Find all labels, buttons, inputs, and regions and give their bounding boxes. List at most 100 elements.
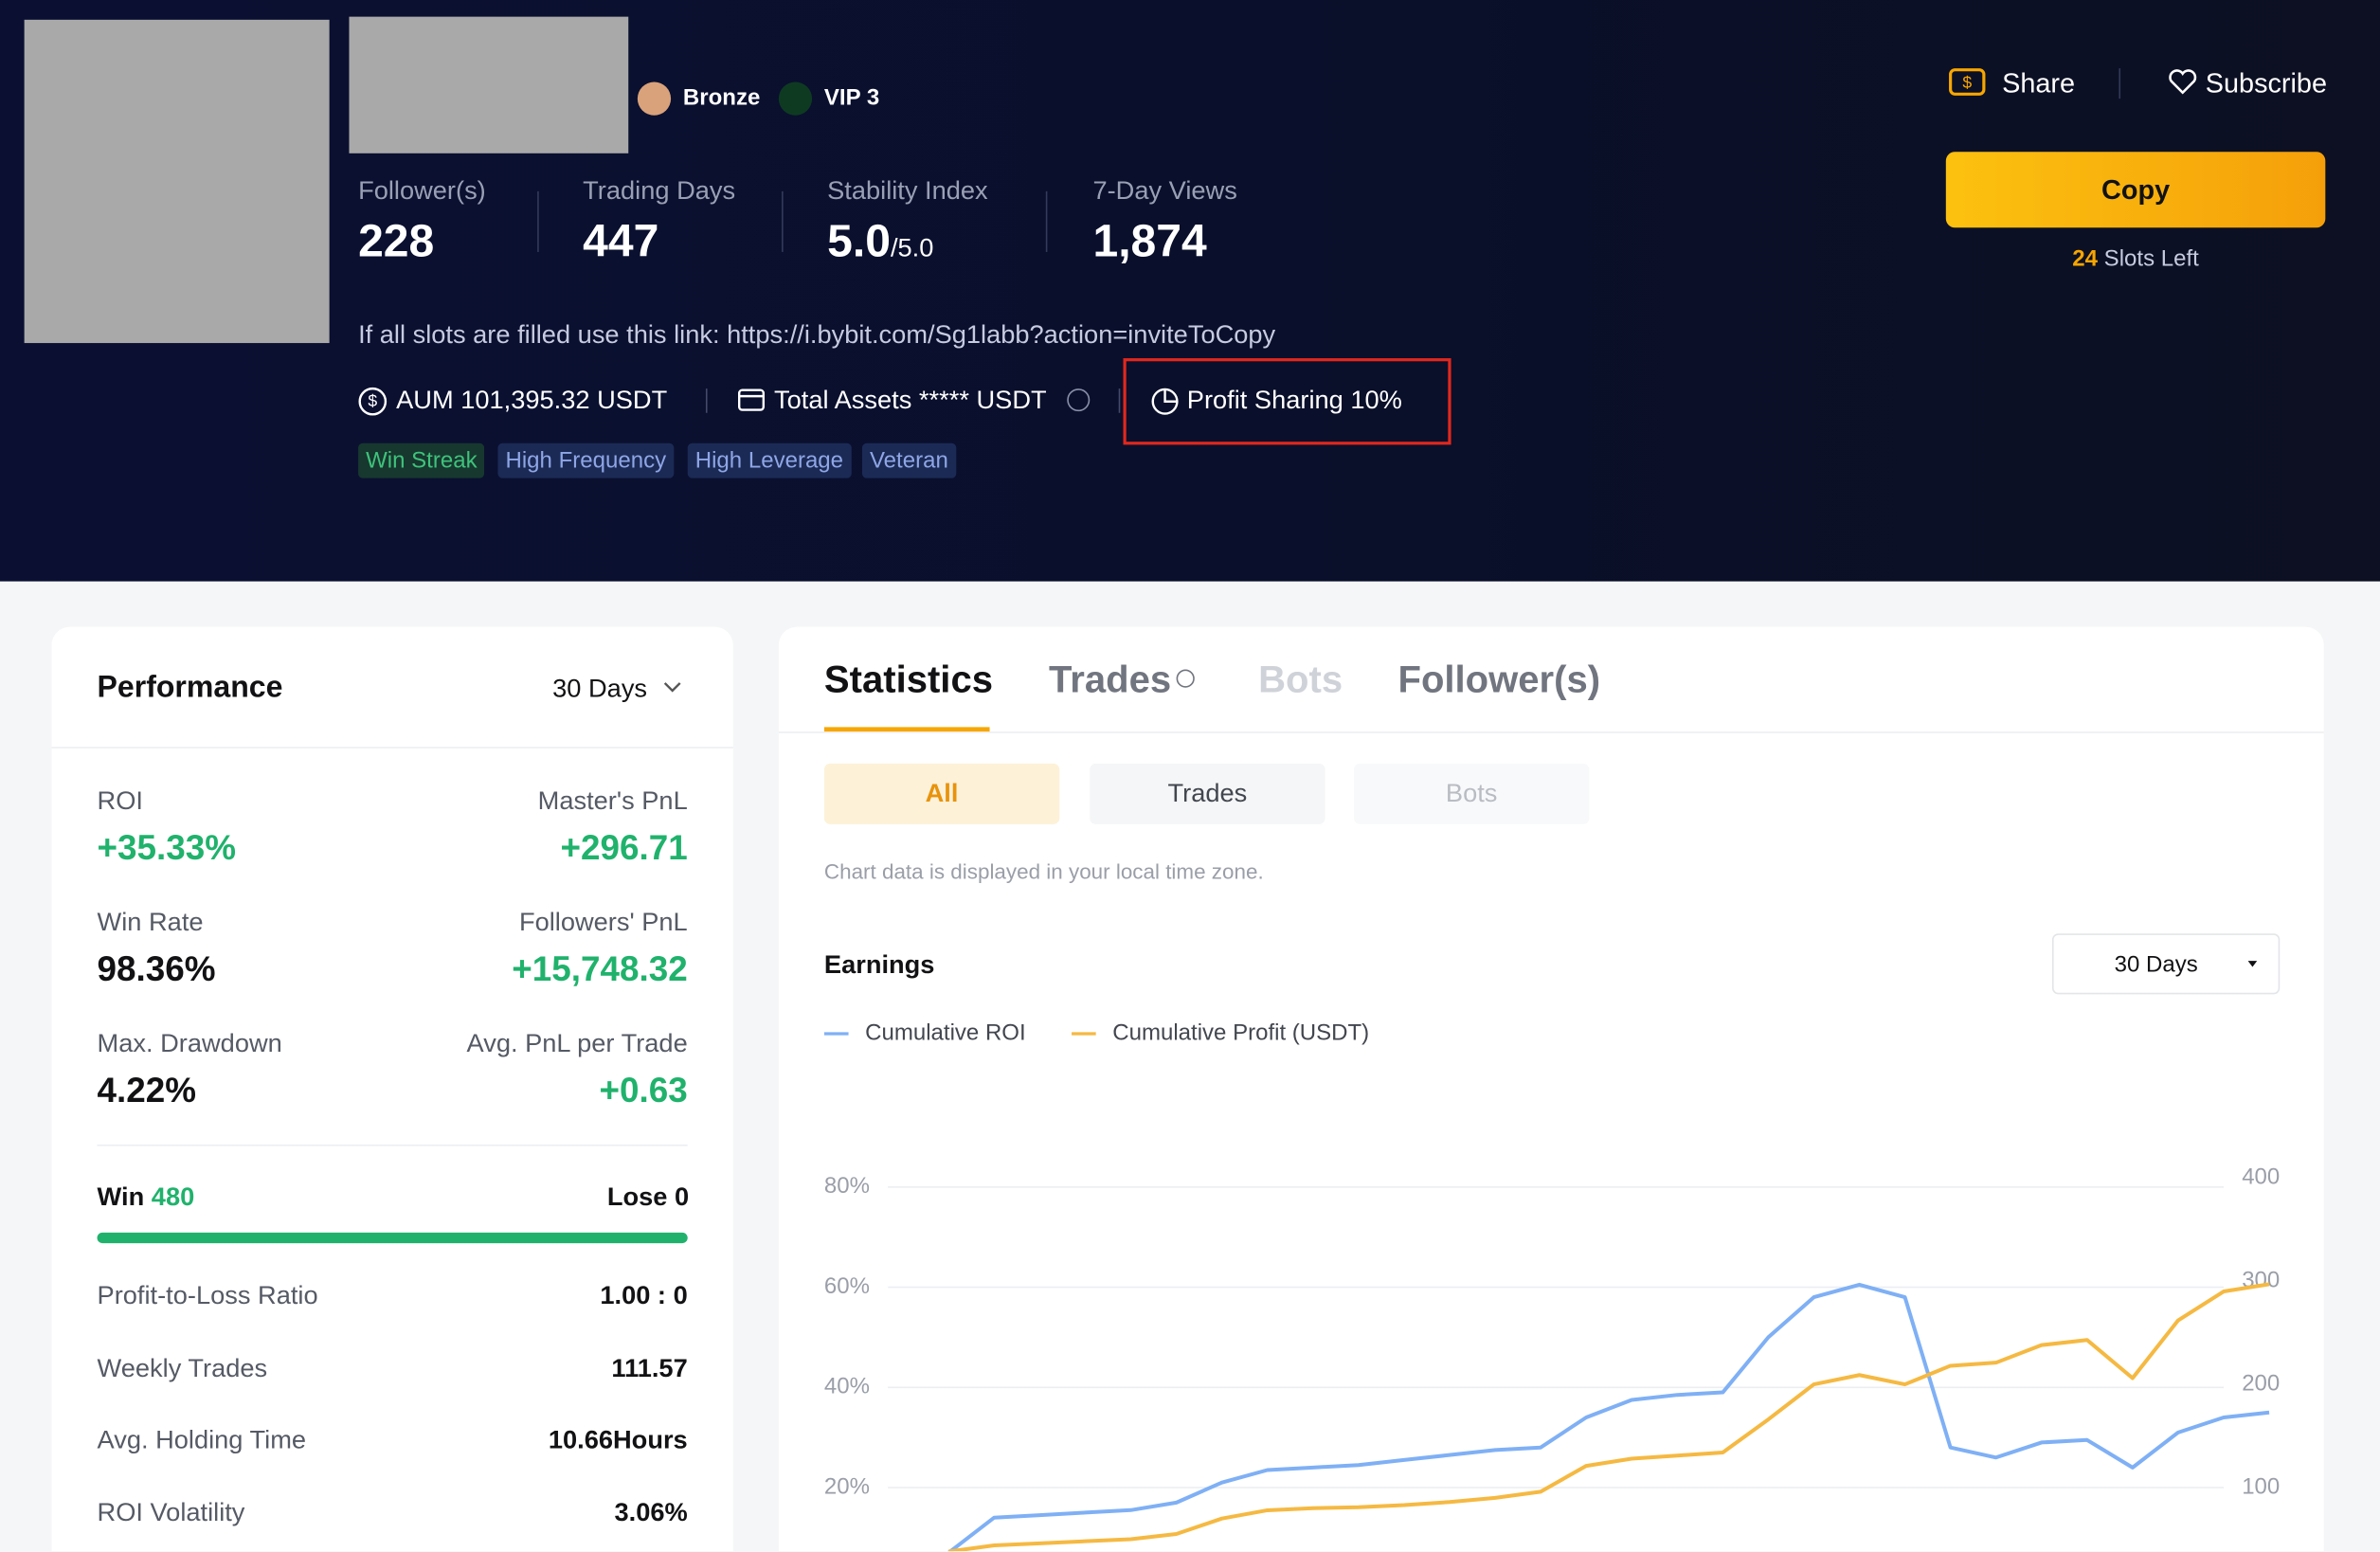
divider xyxy=(778,731,2324,733)
lose-value: 0 xyxy=(674,1182,690,1212)
divider xyxy=(1045,190,1048,252)
profit-sharing: Profit Sharing 10% xyxy=(1186,385,1402,415)
subtab[interactable]: Trades xyxy=(1090,763,1325,824)
win: Win 480 xyxy=(98,1182,195,1213)
period-select[interactable] xyxy=(2051,933,2281,995)
divider xyxy=(97,1144,688,1146)
invite-link[interactable]: If all slots are filled use this link: h… xyxy=(358,320,1276,350)
heart-icon xyxy=(2169,69,2197,95)
metric-value: +15,748.32 xyxy=(512,948,688,988)
tab[interactable]: Follower(s) xyxy=(1397,659,1601,702)
row-value: 3.06% xyxy=(614,1497,688,1526)
line-series xyxy=(947,1282,2270,1552)
subscribe-button[interactable]: Subscribe xyxy=(2205,68,2328,99)
metric-value: +35.33% xyxy=(97,827,237,867)
y-tick-label: 20% xyxy=(824,1473,870,1499)
y2-tick-label: 400 xyxy=(2242,1164,2280,1190)
help-icon[interactable] xyxy=(1067,388,1091,412)
svg-text:$: $ xyxy=(1962,73,1972,92)
tag: Veteran xyxy=(861,442,956,478)
stat-label: 7-Day Views xyxy=(1092,175,1237,206)
row-value: 1.00 : 0 xyxy=(600,1281,688,1310)
metric-label: ROI xyxy=(97,785,143,816)
highlight-box xyxy=(1123,358,1451,445)
slots-count: 24 xyxy=(2072,245,2098,272)
line-series xyxy=(948,1282,2270,1552)
divider xyxy=(782,190,784,252)
legend-label: Cumulative ROI xyxy=(865,1020,1026,1045)
metric-value: +296.71 xyxy=(560,827,688,867)
win-bar xyxy=(97,1232,688,1244)
aum: AUM 101,395.32 USDT xyxy=(396,385,668,415)
row-label: Weekly Trades xyxy=(97,1353,268,1382)
badge: Bronze xyxy=(682,84,761,111)
tag: High Leverage xyxy=(687,442,852,478)
win-value: 480 xyxy=(151,1182,195,1212)
wallet-icon xyxy=(737,388,766,411)
tab-underline xyxy=(823,727,990,732)
slots: 24 Slots Left xyxy=(1946,246,2326,272)
subtab[interactable]: All xyxy=(823,763,1060,824)
coin-icon: $ xyxy=(358,387,388,416)
metric-label: Avg. PnL per Trade xyxy=(466,1029,688,1058)
divider xyxy=(705,388,708,413)
y-tick-label: 40% xyxy=(824,1374,870,1399)
lose: Lose 0 xyxy=(607,1182,689,1213)
earnings-title: Earnings xyxy=(823,949,935,980)
legend-label: Cumulative Profit (USDT) xyxy=(1112,1020,1369,1045)
stat-value: 447 xyxy=(583,217,659,267)
tab: Bots xyxy=(1258,659,1343,702)
tab[interactable]: Trades xyxy=(1049,659,1172,702)
performance-card xyxy=(51,626,733,1552)
card-title: Performance xyxy=(97,671,283,705)
stat-suffix: /5.0 xyxy=(890,233,934,263)
y2-tick-label: 100 xyxy=(2242,1473,2280,1499)
name-placeholder xyxy=(349,16,629,153)
pie-icon xyxy=(1151,388,1179,415)
stat-label: Follower(s) xyxy=(358,175,486,206)
stat-value: 5.0/5.0 xyxy=(827,217,933,268)
divider xyxy=(51,747,733,749)
vip-icon xyxy=(778,81,813,116)
tag: High Frequency xyxy=(497,442,675,478)
bronze-icon xyxy=(637,81,672,116)
help-icon[interactable] xyxy=(1176,669,1195,688)
period-label: 30 Days xyxy=(2114,951,2198,978)
avatar xyxy=(24,19,330,344)
chevron xyxy=(663,682,681,693)
row-label: Avg. Holding Time xyxy=(97,1425,307,1454)
note: Chart data is displayed in your local ti… xyxy=(823,858,1264,884)
stat-value: 228 xyxy=(358,217,435,267)
row-label: ROI Volatility xyxy=(97,1497,245,1526)
share-icon: $ xyxy=(1949,68,1986,96)
divider xyxy=(2119,68,2121,99)
divider xyxy=(1118,388,1121,413)
subtab: Bots xyxy=(1354,763,1590,824)
row-value: 10.66Hours xyxy=(548,1425,688,1454)
share-button[interactable]: Share xyxy=(2002,68,2076,99)
metric-label: Win Rate xyxy=(97,908,204,937)
metric-label: Followers' PnL xyxy=(518,908,688,937)
slots-label: Slots Left xyxy=(2103,245,2199,272)
divider xyxy=(537,190,539,252)
stat-label: Stability Index xyxy=(827,175,988,206)
y-tick-label: 60% xyxy=(824,1273,870,1299)
stat-label: Trading Days xyxy=(583,175,736,206)
win-label: Win xyxy=(97,1182,145,1212)
stat-value: 5.0 xyxy=(827,217,891,267)
copy-button[interactable]: Copy xyxy=(1945,152,2326,228)
stat-value: 1,874 xyxy=(1092,217,1207,267)
y2-tick-label: 200 xyxy=(2242,1370,2280,1396)
metric-label: Max. Drawdown xyxy=(97,1029,282,1058)
tag: Win Streak xyxy=(358,442,485,478)
lose-label: Lose xyxy=(606,1182,668,1212)
row-value: 111.57 xyxy=(611,1353,688,1382)
metric-value: 98.36% xyxy=(97,948,216,988)
caret xyxy=(2247,961,2258,967)
tab[interactable]: Statistics xyxy=(823,659,994,702)
svg-text:$: $ xyxy=(368,391,377,410)
period-select[interactable]: 30 Days xyxy=(552,674,648,703)
